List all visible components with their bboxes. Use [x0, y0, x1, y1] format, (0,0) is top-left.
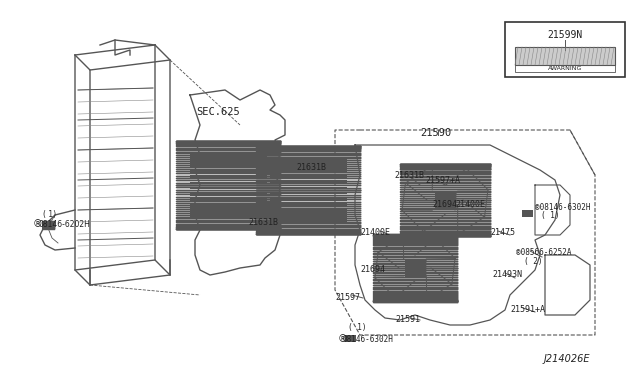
Text: 21597: 21597 [335, 293, 360, 302]
Text: 21475: 21475 [490, 228, 515, 237]
Text: 21597+A: 21597+A [425, 176, 460, 185]
Text: 21631B: 21631B [248, 218, 278, 227]
Text: 21694: 21694 [432, 200, 457, 209]
Text: 21694: 21694 [360, 265, 385, 274]
Text: 21590: 21590 [420, 128, 451, 138]
Text: 21631B: 21631B [296, 163, 326, 172]
Text: 21493N: 21493N [492, 270, 522, 279]
Bar [505, 22, 625, 77]
Text: ( 1): ( 1) [541, 211, 559, 220]
Text: 08146-6202H: 08146-6202H [38, 220, 90, 229]
Text: ®08566-6252A: ®08566-6252A [516, 248, 572, 257]
Text: ( 1): ( 1) [43, 210, 56, 219]
Text: 08146-6302H: 08146-6302H [343, 335, 394, 344]
Bar [515, 65, 615, 72]
Text: ( 2): ( 2) [524, 257, 543, 266]
Text: J214026E: J214026E [543, 354, 590, 364]
Text: ®: ® [338, 334, 348, 344]
Text: ( 1): ( 1) [348, 323, 367, 332]
Text: 21631B: 21631B [394, 171, 424, 180]
Text: 21591+A: 21591+A [510, 305, 545, 314]
Text: 21400E: 21400E [360, 228, 390, 237]
Text: SEC.625: SEC.625 [196, 107, 240, 117]
Text: 21599N: 21599N [547, 30, 582, 40]
Bar [515, 47, 615, 65]
Text: 21400E: 21400E [455, 200, 485, 209]
Text: ®: ® [33, 219, 43, 229]
Text: ®08146-6302H: ®08146-6302H [535, 203, 591, 212]
Text: AWARNING: AWARNING [548, 65, 582, 71]
Text: 21591: 21591 [395, 315, 420, 324]
